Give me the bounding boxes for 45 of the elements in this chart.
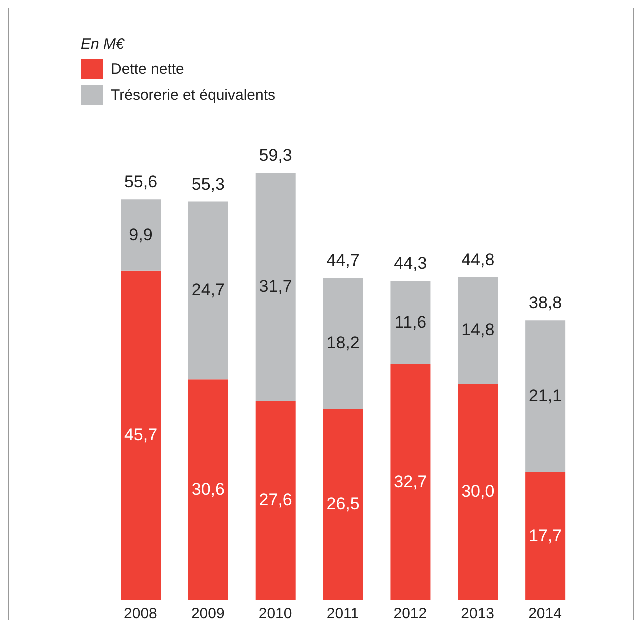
bar xyxy=(526,472,566,600)
bar xyxy=(323,409,364,600)
data-label: 26,5 xyxy=(326,494,360,514)
x-tick-label: 2008 xyxy=(124,606,158,623)
x-tick-label: 2013 xyxy=(461,606,495,623)
data-label: 18,2 xyxy=(326,334,360,353)
bar xyxy=(188,380,228,600)
data-label: 14,8 xyxy=(462,320,495,340)
data-label: 27,6 xyxy=(259,490,292,510)
data-label: 31,7 xyxy=(259,277,292,296)
data-label: 30,0 xyxy=(462,482,495,501)
bar xyxy=(323,278,364,410)
legend-title: En M€ xyxy=(81,36,126,53)
total-label: 59,3 xyxy=(259,146,292,165)
bar xyxy=(390,281,431,365)
x-tick-label: 2011 xyxy=(326,606,360,623)
bar xyxy=(526,320,566,473)
data-label: 30,6 xyxy=(192,480,225,499)
bar xyxy=(256,401,296,600)
data-label: 11,6 xyxy=(394,312,427,332)
legend-label: Dette nette xyxy=(111,60,184,78)
total-label: 38,8 xyxy=(529,294,562,313)
x-tick-label: 2014 xyxy=(528,606,562,623)
data-label: 17,7 xyxy=(529,526,562,546)
x-tick-label: 2012 xyxy=(394,606,428,623)
bar xyxy=(121,200,161,271)
data-label: 32,7 xyxy=(394,472,428,492)
total-label: 44,8 xyxy=(462,250,495,270)
data-label: 21,1 xyxy=(529,386,562,406)
bar xyxy=(390,364,431,600)
bar xyxy=(188,202,228,380)
total-label: 55,6 xyxy=(124,172,158,192)
x-tick-label: 2010 xyxy=(258,606,292,623)
bar xyxy=(458,384,498,600)
x-tick-label: 2009 xyxy=(191,606,225,623)
total-label: 44,7 xyxy=(326,251,360,270)
bar xyxy=(121,270,161,600)
total-label: 44,3 xyxy=(394,254,428,274)
data-label: 45,7 xyxy=(124,425,158,444)
legend-label: Trésorerie et équivalents xyxy=(111,86,276,104)
data-label: 9,9 xyxy=(129,225,153,244)
bar xyxy=(458,277,498,384)
total-label: 55,3 xyxy=(192,174,225,194)
data-label: 24,7 xyxy=(192,280,225,300)
bar xyxy=(256,173,296,402)
